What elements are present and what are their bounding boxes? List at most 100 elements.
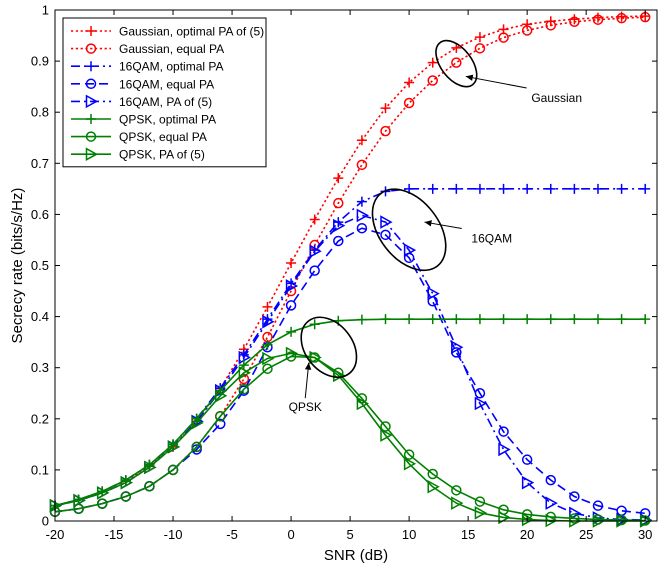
annotation-arrowhead-2 [304, 362, 312, 370]
series-0-point-18 [474, 32, 485, 43]
series-6-point-15 [403, 449, 415, 460]
series-7-point-3 [120, 475, 133, 490]
series-2-point-21 [545, 183, 556, 194]
series-4-point-21 [545, 496, 558, 510]
series-5-point-8 [238, 360, 249, 371]
legend-item-3: 16QAM, equal PA [71, 77, 214, 91]
annotation-label-0: Gaussian [531, 91, 582, 105]
y-tick-label-6: 0.6 [31, 207, 49, 222]
series-5-point-20 [522, 314, 533, 325]
x-tick-label-8: 20 [520, 527, 534, 542]
y-tick-label-7: 0.7 [31, 156, 49, 171]
series-6-point-5 [167, 464, 179, 476]
y-tick-label-5: 0.5 [31, 258, 49, 273]
series-3-point-21 [545, 474, 557, 486]
series-3-point-12 [333, 235, 344, 247]
series-0-point-16 [427, 57, 438, 68]
x-axis-label: SNR (dB) [324, 547, 388, 564]
series-2-point-23 [592, 183, 603, 194]
series-7-point-14 [380, 428, 393, 442]
legend-marker-1 [85, 43, 97, 54]
series-1-point-19 [498, 32, 509, 43]
legend-item-5: QPSK, optimal PA [71, 113, 216, 127]
x-tick-label-6: 10 [402, 527, 416, 542]
series-3-point-7 [215, 418, 226, 430]
axes: -20 -15 -10 -5 0 5 10 15 20 25 30 0 0.1 0.2 0.3 0.4 0.5 0… [31, 3, 658, 542]
legend-item-6: QPSK, equal PA [71, 130, 207, 144]
series-7-point-2 [96, 486, 110, 500]
y-tick-label-9: 0.9 [31, 54, 49, 69]
series-3-point-10 [285, 300, 297, 311]
legend-item-2: 16QAM, optimal PA [71, 60, 223, 74]
series-2-point-22 [569, 183, 580, 194]
legend-marker-4 [85, 94, 99, 109]
series-5-point-23 [592, 314, 603, 325]
series-7-point-9 [262, 351, 275, 366]
series-3-point-13 [356, 222, 368, 234]
series-7-point-13 [356, 396, 369, 411]
x-tick-label-5: 5 [346, 527, 353, 542]
legend-marker-6 [85, 131, 97, 142]
series-3-point-11 [309, 265, 320, 276]
series-5-point-15 [404, 314, 415, 325]
series-6-point-6 [191, 441, 202, 453]
legend-label-0: Gaussian, optimal PA of (5) [119, 25, 264, 39]
series-5-point-18 [474, 314, 485, 325]
y-tick-label-0: 0 [42, 514, 49, 529]
series-6-point-16 [427, 468, 438, 480]
y-tick-label-8: 0.8 [31, 105, 49, 120]
series-5-point-9 [262, 339, 273, 350]
series-5-point-24 [616, 314, 627, 325]
series-7-point-16 [427, 479, 440, 494]
legend-label-6: QPSK, equal PA [119, 130, 207, 144]
series-7-point-5 [167, 440, 181, 454]
series-3-point-22 [569, 491, 580, 502]
series-1-point-22 [569, 16, 580, 28]
series-7-point-1 [73, 493, 86, 508]
series-1-point-21 [545, 20, 557, 31]
x-tick-label-10: 30 [638, 527, 652, 542]
series-0-point-10 [286, 257, 297, 268]
legend-label-4: 16QAM, PA of (5) [119, 95, 212, 109]
series-2-point-24 [616, 183, 627, 194]
annotation-arrow-0 [465, 75, 527, 89]
series-6-point-8 [238, 383, 250, 395]
series-3-point-19 [498, 426, 509, 437]
series-1-point-15 [403, 97, 415, 109]
series-4-point-12 [333, 218, 346, 233]
series-4-point-20 [521, 475, 535, 490]
legend-marker-3 [85, 78, 97, 90]
series-7-point-20 [521, 512, 535, 527]
series-5-point-22 [569, 314, 580, 325]
series-1-point-23 [592, 14, 604, 25]
annotation-label-2: QPSK [289, 400, 322, 414]
series-3-point-18 [474, 388, 486, 399]
legend: Gaussian, optimal PA of (5) Gaussian, equ… [62, 17, 267, 168]
series-7-point-10 [285, 346, 299, 361]
annotation-0: Gaussian [435, 39, 582, 105]
series-1-point-18 [474, 43, 486, 54]
series-3-point-20 [521, 454, 533, 465]
series-6-point-4 [144, 481, 155, 492]
series-4-point-11 [309, 244, 322, 258]
series-1-point-13 [356, 159, 368, 171]
y-tick-label-2: 0.2 [31, 411, 49, 426]
series-5-point-25 [640, 314, 651, 325]
series-5-point-14 [380, 314, 391, 325]
series-6-point-17 [451, 485, 462, 496]
series-1-point-12 [333, 197, 344, 209]
series-3-point-23 [592, 500, 604, 511]
series-4-point-13 [356, 208, 369, 223]
series-4-point-14 [380, 215, 393, 229]
legend-marker-5 [86, 114, 96, 124]
series-4-point-17 [451, 340, 464, 355]
series-7-point-12 [333, 368, 346, 383]
series-6-point-9 [262, 363, 273, 374]
series-4-point-10 [285, 279, 299, 293]
series-2-point-20 [522, 183, 533, 194]
y-tick-label-1: 0.1 [31, 462, 49, 477]
series-0-point-11 [309, 214, 320, 225]
series-4-point-22 [569, 506, 582, 521]
series-0-point-15 [404, 77, 415, 88]
x-tick-label-4: 0 [287, 527, 294, 542]
